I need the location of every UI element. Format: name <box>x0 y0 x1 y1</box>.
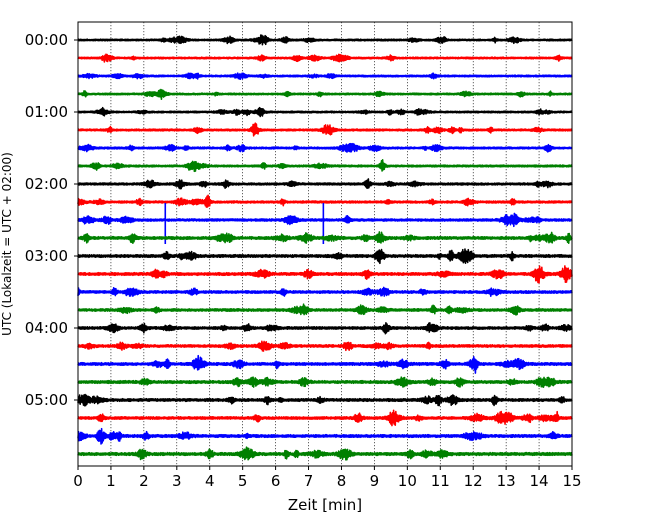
x-tick-label: 1 <box>106 472 116 490</box>
x-tick-label: 15 <box>562 472 581 490</box>
trace-layer <box>77 34 573 461</box>
x-tick-label: 4 <box>205 472 215 490</box>
trace-line <box>77 340 573 352</box>
trace-line <box>77 393 573 407</box>
trace-line <box>77 122 573 137</box>
trace-line <box>77 427 573 445</box>
y-tick-label: 00:00 <box>25 31 68 49</box>
trace-line <box>77 248 573 265</box>
x-tick-label: 14 <box>530 472 549 490</box>
y-tick-label: 04:00 <box>25 319 68 337</box>
trace-line <box>77 53 573 63</box>
trace-line <box>77 231 573 244</box>
grid-layer <box>110 22 540 466</box>
x-tick-label: 0 <box>73 472 83 490</box>
x-axis-ticks: 0 1 2 3 4 5 6 7 8 9 10 11 12 13 14 15 <box>73 466 582 490</box>
trace-line <box>77 194 573 208</box>
y-tick-label: 02:00 <box>25 175 68 193</box>
y-tick-label: 05:00 <box>25 391 68 409</box>
trace-line <box>77 88 573 101</box>
x-axis-label: Zeit [min] <box>288 496 362 514</box>
x-tick-label: 8 <box>337 472 347 490</box>
x-tick-label: 7 <box>304 472 314 490</box>
x-tick-label: 10 <box>398 472 417 490</box>
plot-frame <box>77 21 573 467</box>
trace-line <box>77 354 573 374</box>
trace-line <box>77 34 573 46</box>
trace-line <box>77 286 573 298</box>
trace-line <box>77 321 573 335</box>
trace-line <box>77 142 573 153</box>
trace-line <box>77 212 573 228</box>
x-tick-label: 12 <box>464 472 483 490</box>
y-axis-ticks: 00:00 01:00 02:00 03:00 04:00 05:00 <box>25 31 78 409</box>
x-tick-label: 9 <box>370 472 380 490</box>
trace-line <box>77 265 573 284</box>
trace-line <box>77 106 573 118</box>
x-tick-label: 11 <box>431 472 450 490</box>
x-tick-label: 6 <box>271 472 281 490</box>
y-axis-label: UTC (Lokalzeit = UTC + 02:00) <box>0 152 14 336</box>
x-tick-label: 3 <box>172 472 182 490</box>
y-tick-label: 03:00 <box>25 247 68 265</box>
trace-line <box>77 446 573 461</box>
x-tick-label: 13 <box>497 472 516 490</box>
x-tick-label: 5 <box>238 472 248 490</box>
trace-line <box>77 178 573 190</box>
trace-line <box>77 158 573 173</box>
trace-line <box>77 376 573 388</box>
trace-line <box>77 72 573 81</box>
x-tick-label: 2 <box>139 472 149 490</box>
trace-line <box>77 303 573 316</box>
y-tick-label: 01:00 <box>25 103 68 121</box>
trace-line <box>77 409 573 427</box>
